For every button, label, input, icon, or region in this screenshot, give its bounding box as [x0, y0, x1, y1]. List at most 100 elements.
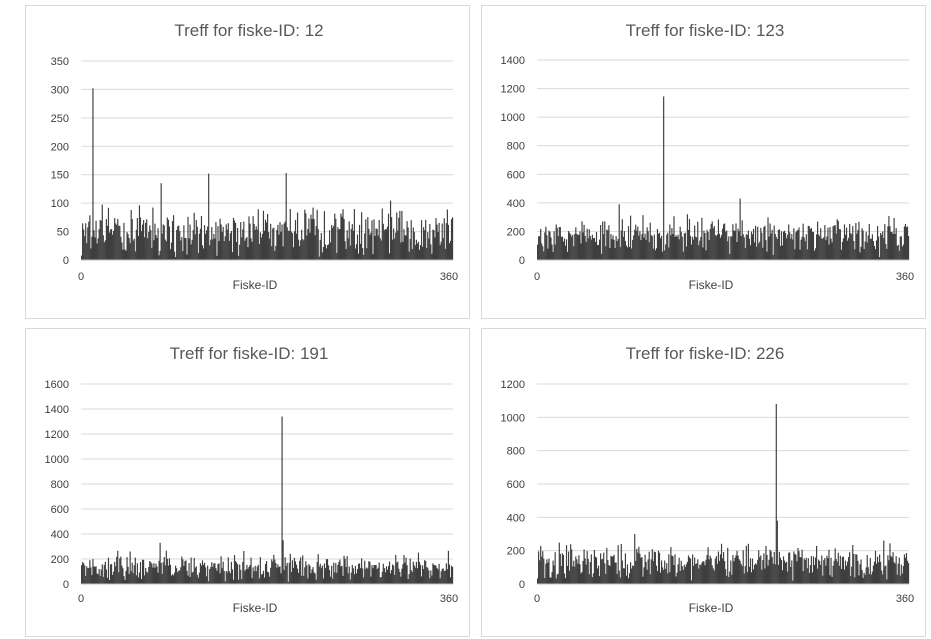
bar: [352, 230, 354, 260]
bar: [369, 561, 371, 584]
bar: [774, 233, 776, 260]
bar: [802, 571, 804, 584]
bar: [356, 234, 359, 260]
bar: [388, 253, 391, 260]
bar: [580, 573, 582, 584]
bar: [436, 568, 438, 584]
bar: [384, 229, 386, 260]
bar: [268, 572, 270, 584]
bar: [578, 555, 580, 584]
bar: [214, 563, 216, 584]
bar: [719, 554, 722, 584]
bar: [816, 234, 818, 260]
bar: [679, 226, 681, 260]
bar: [665, 244, 667, 260]
bar: [856, 233, 858, 260]
bar: [207, 226, 209, 260]
bar: [741, 220, 743, 260]
bar: [327, 244, 330, 260]
bar: [736, 242, 738, 260]
bar: [85, 223, 87, 260]
bar: [735, 223, 737, 260]
bar: [610, 234, 612, 260]
bar: [663, 570, 665, 584]
bar: [539, 236, 541, 260]
bar: [791, 234, 793, 260]
bar: [617, 545, 619, 584]
bar: [83, 563, 85, 584]
bar: [168, 226, 171, 260]
bar: [715, 235, 717, 260]
bar: [346, 556, 348, 584]
bar: [866, 555, 868, 584]
bar: [560, 236, 562, 260]
y-tick-label: 1200: [501, 84, 525, 96]
bar: [81, 565, 83, 584]
bar: [618, 204, 620, 260]
bar: [573, 560, 575, 584]
bar: [602, 221, 604, 260]
bar: [703, 230, 705, 260]
bar: [188, 563, 190, 584]
bar: [844, 234, 847, 260]
bar: [321, 252, 323, 260]
bar: [439, 578, 441, 584]
bar: [597, 244, 600, 260]
bar: [546, 559, 548, 584]
bar: [711, 221, 713, 260]
bar: [125, 250, 127, 260]
bar: [289, 553, 291, 584]
bar: [247, 568, 249, 584]
bar: [382, 223, 384, 260]
bar: [584, 558, 586, 584]
bar: [686, 561, 689, 584]
bar: [907, 563, 910, 584]
bar: [627, 226, 630, 260]
bar: [339, 229, 341, 260]
bar: [371, 220, 373, 260]
bar: [192, 571, 194, 584]
x-tick-label: 360: [896, 593, 914, 605]
bar: [739, 198, 741, 260]
bar: [251, 578, 253, 584]
bar: [113, 230, 115, 260]
bar: [789, 552, 791, 584]
bar: [695, 236, 697, 260]
bar: [160, 562, 162, 584]
bar: [112, 574, 114, 584]
bar: [752, 228, 755, 260]
bar: [305, 213, 307, 260]
bar: [274, 250, 276, 260]
bar: [899, 575, 901, 584]
bar: [809, 565, 811, 584]
bar: [330, 242, 332, 260]
bar: [738, 231, 740, 260]
bar: [113, 571, 115, 584]
y-tick-label: 600: [507, 479, 525, 491]
bar: [140, 231, 143, 260]
bar: [800, 239, 802, 260]
bar: [720, 235, 723, 260]
x-tick-label: 360: [440, 271, 458, 283]
bar: [582, 560, 584, 584]
bar: [264, 563, 267, 584]
bar: [721, 558, 724, 584]
bar: [128, 238, 130, 260]
bar: [836, 561, 838, 584]
bar: [293, 231, 296, 260]
bar: [794, 553, 796, 584]
bar: [822, 238, 824, 260]
bar: [720, 543, 723, 584]
bar: [147, 572, 149, 584]
bar: [428, 570, 430, 584]
bar: [763, 553, 765, 584]
bar: [889, 543, 891, 584]
bar: [263, 230, 266, 260]
bar: [711, 565, 713, 584]
bar: [732, 224, 734, 260]
bar: [429, 224, 431, 260]
bar: [785, 562, 787, 584]
bar: [669, 572, 671, 584]
bar: [590, 239, 592, 260]
bar: [366, 248, 368, 260]
